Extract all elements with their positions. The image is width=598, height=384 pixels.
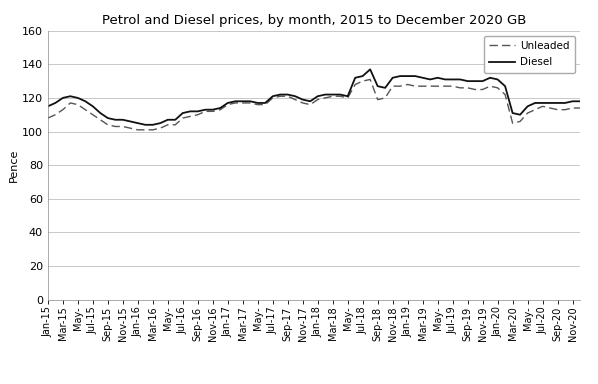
Diesel bbox=[547, 101, 554, 105]
Diesel bbox=[576, 99, 584, 104]
Diesel bbox=[142, 122, 149, 127]
Diesel bbox=[367, 67, 374, 72]
Unleaded bbox=[396, 84, 404, 88]
Diesel bbox=[231, 99, 239, 104]
Unleaded bbox=[547, 106, 554, 110]
Unleaded bbox=[231, 101, 239, 105]
Legend: Unleaded, Diesel: Unleaded, Diesel bbox=[484, 36, 575, 73]
Unleaded bbox=[419, 84, 426, 88]
Unleaded bbox=[44, 116, 51, 120]
Unleaded bbox=[134, 127, 141, 132]
Diesel bbox=[396, 74, 404, 78]
Line: Diesel: Diesel bbox=[48, 70, 580, 125]
Unleaded bbox=[367, 77, 374, 82]
Diesel bbox=[352, 75, 359, 80]
Line: Unleaded: Unleaded bbox=[48, 79, 580, 130]
Unleaded bbox=[119, 124, 126, 129]
Unleaded bbox=[576, 106, 584, 110]
Unleaded bbox=[352, 82, 359, 87]
Diesel bbox=[419, 75, 426, 80]
Diesel bbox=[119, 118, 126, 122]
Y-axis label: Pence: Pence bbox=[9, 149, 19, 182]
Diesel bbox=[44, 104, 51, 109]
Title: Petrol and Diesel prices, by month, 2015 to December 2020 GB: Petrol and Diesel prices, by month, 2015… bbox=[102, 14, 526, 27]
